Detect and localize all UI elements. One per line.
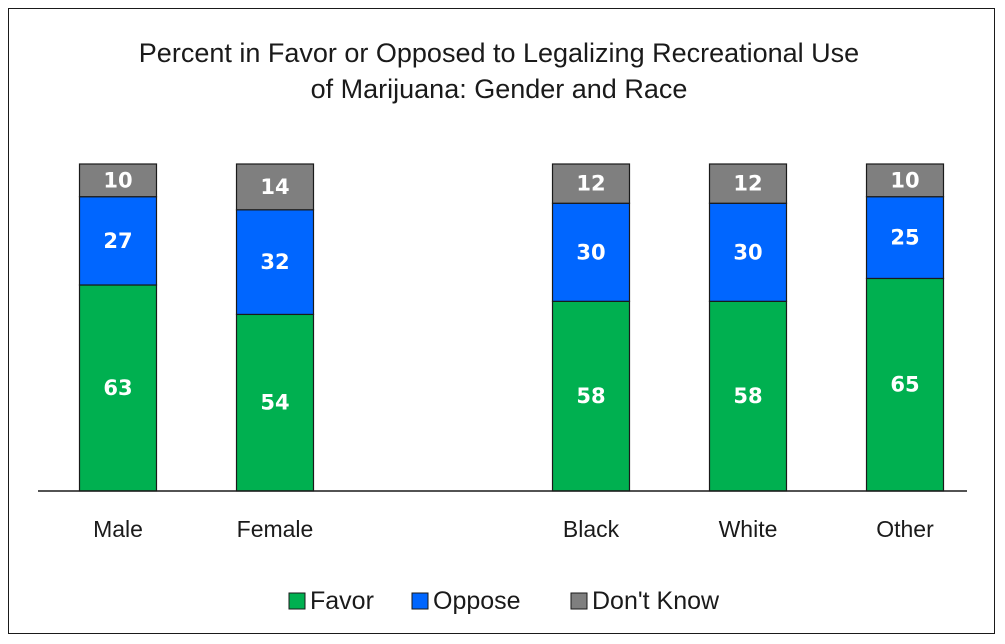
legend-swatch-don-t-know bbox=[570, 592, 588, 610]
x-tick-label-black: Black bbox=[563, 516, 620, 542]
data-label-male-don-t-know: 10 bbox=[103, 168, 132, 192]
x-tick-label-male: Male bbox=[93, 516, 143, 542]
data-label-white-don-t-know: 12 bbox=[733, 172, 762, 196]
data-label-male-oppose: 27 bbox=[103, 229, 132, 253]
data-label-white-oppose: 30 bbox=[733, 240, 762, 264]
data-label-black-favor: 58 bbox=[576, 384, 605, 408]
bars-group: 63 27 10 54 32 14 58 30 12 58 30 12 65 25 10 bbox=[78, 163, 945, 492]
data-label-female-don-t-know: 14 bbox=[260, 175, 289, 199]
bar-male-don-t-know bbox=[78, 163, 158, 198]
data-label-white-favor: 58 bbox=[733, 384, 762, 408]
bar-white-oppose bbox=[708, 202, 788, 302]
bar-black-don-t-know bbox=[551, 163, 631, 204]
bar-white-favor bbox=[708, 300, 788, 492]
bar-female-don-t-know bbox=[235, 163, 315, 211]
x-tick-label-other: Other bbox=[876, 516, 934, 542]
bar-other-favor bbox=[865, 277, 945, 492]
legend-swatch-oppose bbox=[411, 592, 429, 610]
data-label-other-favor: 65 bbox=[890, 373, 919, 397]
bar-black-oppose bbox=[551, 202, 631, 302]
bar-white-don-t-know bbox=[708, 163, 788, 204]
x-tick-labels: Male Female Black White Other bbox=[93, 516, 934, 542]
x-tick-label-female: Female bbox=[237, 516, 314, 542]
bar-female-favor bbox=[235, 313, 315, 492]
legend-label-favor: Favor bbox=[310, 587, 374, 615]
legend: Favor Oppose Don't Know bbox=[288, 587, 720, 615]
data-label-black-oppose: 30 bbox=[576, 240, 605, 264]
data-label-male-favor: 63 bbox=[103, 376, 132, 400]
bar-male-favor bbox=[78, 284, 158, 492]
data-label-female-favor: 54 bbox=[260, 391, 289, 415]
data-label-other-don-t-know: 10 bbox=[890, 168, 919, 192]
data-label-black-don-t-know: 12 bbox=[576, 172, 605, 196]
stacked-bar-chart: Percent in Favor or Opposed to Legalizin… bbox=[38, 38, 967, 615]
bar-other-don-t-know bbox=[865, 163, 945, 198]
legend-label-don-t-know: Don't Know bbox=[592, 587, 720, 615]
x-tick-label-white: White bbox=[719, 516, 778, 542]
data-label-other-oppose: 25 bbox=[890, 226, 919, 250]
legend-swatch-favor bbox=[288, 592, 306, 610]
legend-label-oppose: Oppose bbox=[433, 587, 521, 615]
chart-title-line-1: Percent in Favor or Opposed to Legalizin… bbox=[139, 38, 859, 68]
chart-frame: Percent in Favor or Opposed to Legalizin… bbox=[8, 8, 995, 634]
data-label-female-oppose: 32 bbox=[260, 250, 289, 274]
bar-male-oppose bbox=[78, 196, 158, 286]
bar-female-oppose bbox=[235, 209, 315, 316]
chart-title-line-2: of Marijuana: Gender and Race bbox=[311, 74, 688, 104]
